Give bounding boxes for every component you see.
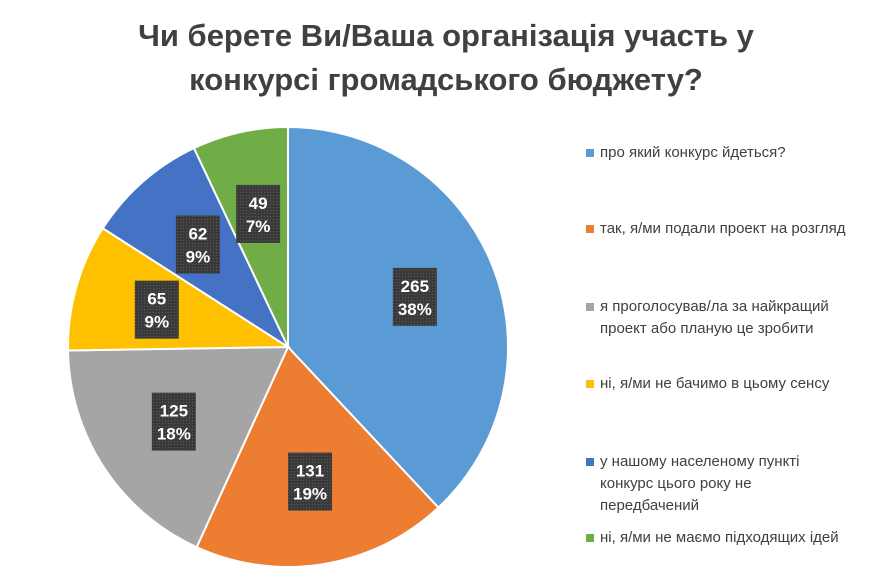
legend-label-1: так, я/ми подали проект на розгляд — [600, 220, 846, 237]
data-label-box-4 — [175, 215, 220, 274]
chart-title-line-1: Чи берете Ви/Ваша організація участь у — [138, 18, 754, 53]
data-label-box-2 — [151, 392, 196, 451]
data-label-percent-4: 9% — [186, 248, 211, 267]
legend-label-2: я проголосував/ла за найкращий проект або… — [600, 298, 829, 337]
data-label-value-3: 65 — [147, 290, 166, 309]
data-label-box-0 — [392, 267, 437, 326]
data-label-box-5 — [236, 184, 281, 243]
legend-swatch-0 — [586, 149, 594, 157]
legend-swatch-5 — [586, 534, 594, 542]
data-label-5: 497% — [236, 184, 281, 243]
legend-label-5: ні, я/ми не маємо підходящих ідей — [600, 529, 839, 546]
data-label-percent-5: 7% — [246, 217, 271, 236]
data-label-3: 659% — [134, 280, 179, 339]
legend-swatch-4 — [586, 458, 594, 466]
chart-title-line-2: конкурсі громадського бюджету? — [189, 62, 703, 97]
legend-swatch-2 — [586, 303, 594, 311]
data-label-percent-2: 18% — [157, 425, 191, 444]
data-label-value-4: 62 — [188, 225, 207, 244]
data-label-percent-0: 38% — [398, 300, 432, 319]
data-label-value-5: 49 — [249, 194, 268, 213]
data-label-percent-3: 9% — [145, 313, 170, 332]
data-label-value-1: 131 — [296, 462, 324, 481]
legend-swatch-3 — [586, 380, 594, 388]
data-label-4: 629% — [175, 215, 220, 274]
data-label-box-1 — [288, 452, 333, 511]
data-label-value-2: 125 — [160, 402, 188, 421]
data-label-percent-1: 19% — [293, 485, 327, 504]
data-label-box-3 — [134, 280, 179, 339]
legend-swatch-1 — [586, 225, 594, 233]
legend-label-0: про який конкурс йдеться? — [600, 144, 786, 161]
legend-label-3: ні, я/ми не бачимо в цьому сенсу — [600, 375, 830, 392]
legend-label-4: у нашому населеному пункті конкурс цього … — [600, 453, 800, 514]
chart-title: Чи берете Ви/Ваша організація участь у к… — [0, 14, 892, 102]
data-label-value-0: 265 — [401, 277, 429, 296]
